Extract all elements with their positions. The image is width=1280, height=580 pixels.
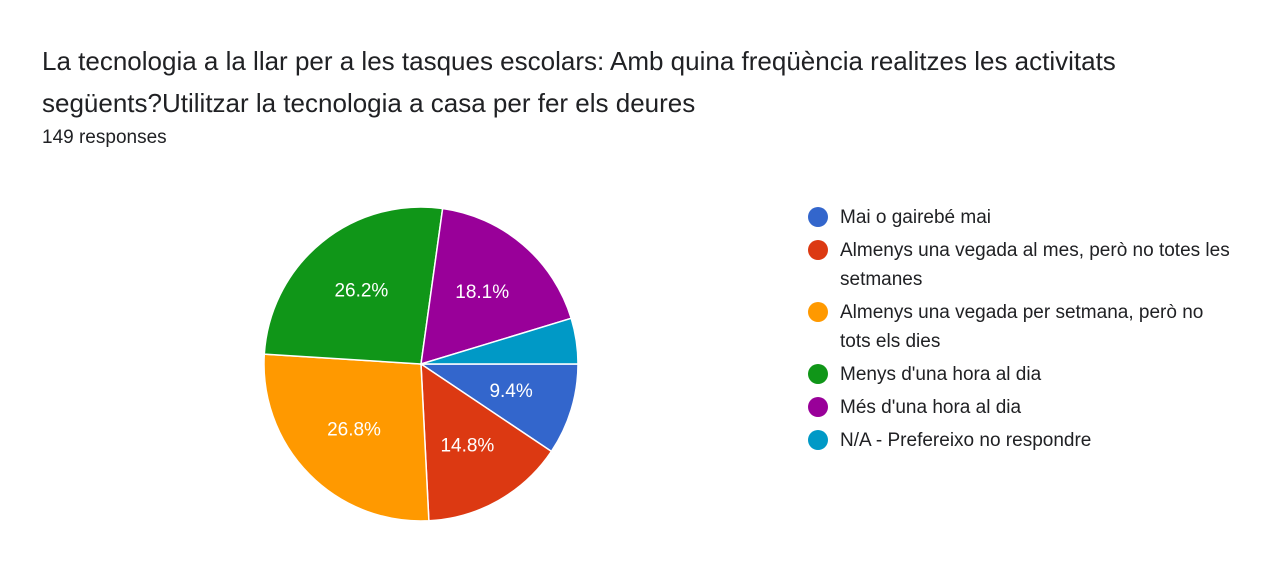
legend-item-5[interactable]: Més d'una hora al dia: [808, 393, 1238, 422]
pie-slice-labels: 9.4% 14.8% 26.8% 26.2% 18.1%: [327, 281, 533, 457]
pie-slice-3[interactable]: [263, 353, 430, 522]
legend-label: Almenys una vegada al mes, però no totes…: [840, 240, 1230, 290]
legend-swatch: [808, 430, 828, 450]
slice-value-label-2: 14.8%: [440, 436, 494, 457]
chart-legend: Mai o gairebé mai Almenys una vegada al m…: [808, 203, 1238, 459]
legend-label: Mai o gairebé mai: [840, 207, 992, 228]
legend-swatch: [808, 240, 828, 260]
legend-label: Menys d'una hora al dia: [840, 364, 1042, 385]
pie-slice-1[interactable]: [418, 363, 579, 453]
legend-swatch: [808, 364, 828, 384]
legend-label: N/A - Prefereixo no respondre: [840, 430, 1092, 451]
legend-item-3[interactable]: Almenys una vegada per setmana, però no …: [808, 298, 1238, 356]
chart-title: La tecnologia a la llar per a les tasque…: [42, 46, 1116, 118]
pie-slice-5[interactable]: [420, 207, 573, 366]
response-count: 149 responses: [42, 127, 167, 148]
legend-swatch: [808, 397, 828, 417]
pie-slice-6[interactable]: [420, 317, 579, 365]
slice-value-label-1: 9.4%: [489, 381, 532, 402]
slice-value-label-5: 18.1%: [455, 282, 509, 303]
slice-value-label-4: 26.2%: [334, 281, 388, 302]
legend-item-4[interactable]: Menys d'una hora al dia: [808, 360, 1238, 389]
legend-label: Almenys una vegada per setmana, però no …: [840, 302, 1204, 352]
legend-item-2[interactable]: Almenys una vegada al mes, però no totes…: [808, 236, 1238, 294]
pie-slice-2[interactable]: [420, 362, 553, 522]
pie-slices: [263, 206, 579, 522]
legend-swatch: [808, 302, 828, 322]
legend-swatch: [808, 207, 828, 227]
legend-item-6[interactable]: N/A - Prefereixo no respondre: [808, 426, 1238, 455]
legend-label: Més d'una hora al dia: [840, 397, 1022, 418]
legend-item-1[interactable]: Mai o gairebé mai: [808, 203, 1238, 232]
slice-value-label-3: 26.8%: [327, 420, 381, 441]
pie-slice-4[interactable]: [263, 206, 444, 365]
